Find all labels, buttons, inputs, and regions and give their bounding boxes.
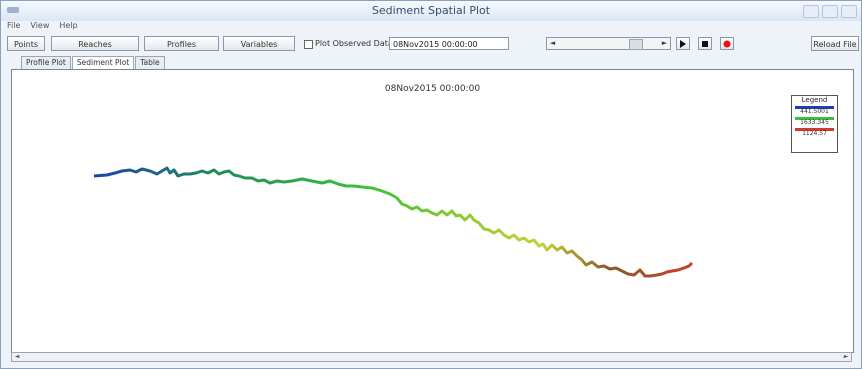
slider-right-arrow-icon[interactable]: ►	[661, 39, 668, 47]
legend-label: 1124.57	[802, 130, 827, 137]
menu-help[interactable]: Help	[59, 21, 78, 30]
play-icon	[680, 39, 686, 48]
record-icon	[723, 40, 731, 47]
legend-title: Legend	[801, 96, 828, 104]
reload-file-button[interactable]: Reload File	[811, 36, 859, 51]
record-button[interactable]	[720, 37, 734, 50]
play-button[interactable]	[676, 37, 690, 50]
time-slider[interactable]: ◄ ►	[546, 37, 671, 50]
scroll-left-icon[interactable]: ◄	[14, 353, 20, 360]
plot-title: 08Nov2015 00:00:00	[384, 84, 481, 94]
legend-swatch-blue	[795, 106, 834, 109]
date-time-field[interactable]: 08Nov2015 00:00:00	[389, 37, 509, 50]
app-menu-icon[interactable]	[7, 7, 19, 13]
reaches-button[interactable]: Reaches	[51, 36, 139, 51]
legend-label: 1633.345	[800, 119, 829, 126]
profiles-button[interactable]: Profiles	[144, 36, 219, 51]
scroll-right-icon[interactable]: ►	[843, 353, 849, 360]
plot-panel: 08Nov2015 00:00:00 Legend 441.5001	[11, 69, 854, 353]
variables-button[interactable]: Variables	[223, 36, 295, 51]
legend-swatch-red	[795, 128, 834, 131]
tab-strip: Profile Plot Sediment Plot Table	[21, 56, 166, 69]
legend-swatch-green	[795, 117, 834, 120]
title-bar: Sediment Spatial Plot	[1, 1, 861, 21]
tab-sediment-plot[interactable]: Sediment Plot	[71, 56, 135, 69]
points-button[interactable]: Points	[7, 36, 45, 51]
close-button[interactable]	[841, 5, 857, 18]
window-title: Sediment Spatial Plot	[371, 4, 491, 17]
window-controls	[803, 5, 857, 18]
plot-observed-checkbox[interactable]	[304, 40, 313, 49]
menu-file[interactable]: File	[7, 21, 21, 30]
legend: Legend 441.5001 1633.345 1124.57	[791, 95, 838, 153]
tab-table[interactable]: Table	[135, 56, 165, 69]
legend-label: 441.5001	[800, 108, 829, 115]
river-plot	[93, 166, 694, 278]
menu-bar: File View Help	[7, 21, 78, 33]
slider-thumb[interactable]	[629, 39, 643, 50]
slider-left-arrow-icon[interactable]: ◄	[549, 39, 556, 47]
tab-profile-plot[interactable]: Profile Plot	[21, 56, 71, 69]
menu-view[interactable]: View	[30, 21, 50, 30]
legend-item: 1633.345	[792, 116, 837, 127]
minimize-button[interactable]	[803, 5, 819, 18]
stop-button[interactable]	[698, 37, 712, 50]
maximize-button[interactable]	[822, 5, 838, 18]
legend-item: 441.5001	[792, 105, 837, 116]
river-profile-line	[93, 166, 694, 278]
stop-icon	[702, 40, 708, 47]
plot-observed-label: Plot Observed Data	[315, 39, 393, 48]
legend-item: 1124.57	[792, 127, 837, 138]
toolbar: Points Reaches Profiles Variables Plot O…	[1, 34, 861, 54]
horizontal-scrollbar[interactable]: ◄ ►	[11, 352, 852, 362]
